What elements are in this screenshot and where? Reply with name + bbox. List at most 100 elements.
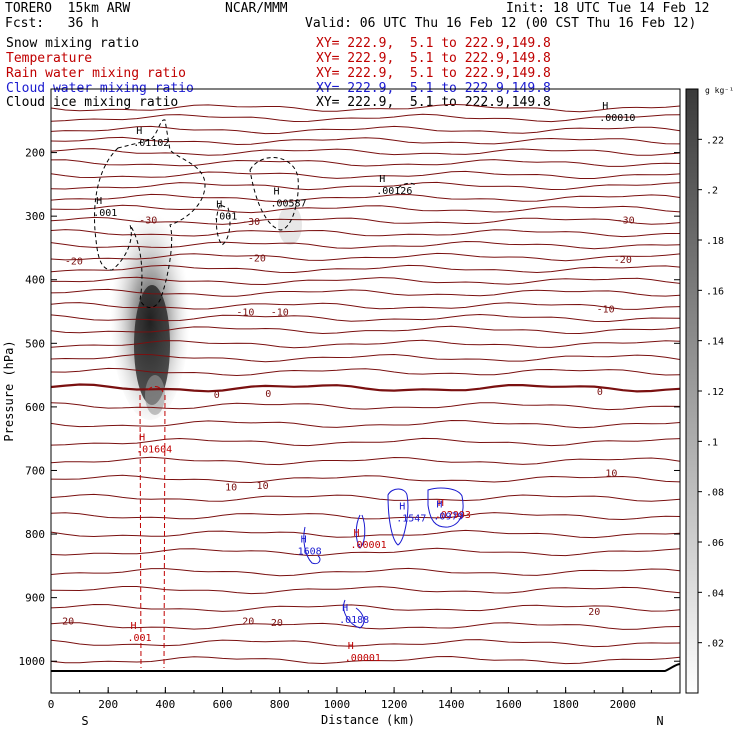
temperature-label: -30 xyxy=(617,215,635,226)
snow-core xyxy=(134,285,170,405)
isotherm xyxy=(51,325,680,335)
init-time: Init: 18 UTC Tue 14 Feb 12 xyxy=(506,1,710,16)
temperature-label: 10 xyxy=(257,481,269,492)
valid-time: Valid: 06 UTC Thu 16 Feb 12 (00 CST Thu … xyxy=(305,16,697,31)
model-title: TORERO 15km ARW xyxy=(5,1,131,16)
isotherm xyxy=(51,313,680,323)
maximum-marker: H xyxy=(136,126,142,137)
isotherm xyxy=(51,288,680,297)
colorbar-tick-label: .2 xyxy=(706,186,718,197)
isotherm xyxy=(51,655,680,665)
x-tick-label: 0 xyxy=(48,698,55,711)
cloud-contour-2 xyxy=(355,514,366,549)
y-tick-label: 300 xyxy=(25,210,45,223)
cloud-contour-5 xyxy=(343,599,365,629)
maximum-label: .02993 xyxy=(435,510,471,521)
temperature-label: -20 xyxy=(65,257,83,268)
isotherm xyxy=(51,419,680,429)
maximum-marker: H xyxy=(602,101,608,112)
xy-rain: XY= 222.9, 5.1 to 222.9,149.8 xyxy=(316,66,551,81)
ice-contour-4 xyxy=(397,182,417,189)
colorbar-tick-label: .16 xyxy=(706,286,724,297)
y-tick-label: 200 xyxy=(25,147,45,160)
colorbar-tick-label: .08 xyxy=(706,488,724,499)
x-tick-label: 1800 xyxy=(552,698,579,711)
maximum-label: .0188 xyxy=(339,615,369,626)
isotherm xyxy=(51,603,680,612)
ice-contour-main xyxy=(94,119,206,308)
isotherm xyxy=(51,547,680,557)
maximum-label: .1547 xyxy=(396,513,426,524)
maximum-label: .00001 xyxy=(345,653,381,664)
temperature-label: 20 xyxy=(62,617,74,628)
maximum-marker: H xyxy=(436,499,442,510)
cloud-contour-1 xyxy=(303,526,321,565)
y-tick-label: 800 xyxy=(25,528,45,541)
snow-shading xyxy=(110,200,302,420)
terrain-line xyxy=(51,663,681,672)
ice-contour-2 xyxy=(249,157,299,231)
maximum-marker: H xyxy=(216,199,222,210)
maximum-label: .001 xyxy=(127,633,151,644)
rain-contours xyxy=(139,386,166,669)
colorbar-tick-label: .12 xyxy=(706,387,724,398)
isotherm xyxy=(51,302,680,310)
maximum-label: .00001 xyxy=(351,540,387,551)
colorbar-tick-label: .18 xyxy=(706,236,724,247)
temperature-label: 0 xyxy=(597,387,603,398)
colorbar-tick-label: .06 xyxy=(706,538,724,549)
maximum-label: .00587 xyxy=(270,199,306,210)
maximum-label: 1608 xyxy=(298,546,322,557)
temperature-labels: -30 -30 -30 -20 -20 -20 -10 -10 -10 0 0 0 10 10 10 20 20… xyxy=(62,215,635,628)
x-axis: 0 200 400 600 800 1000 1200 1400 1600 1800 2000 xyxy=(48,687,681,711)
maximum-label: .00010 xyxy=(599,113,635,124)
field-cloud-ice: Cloud ice mixing ratio xyxy=(6,95,179,110)
maximum-label: .01102 xyxy=(133,138,169,149)
isotherm xyxy=(51,512,680,521)
xy-cloud-ice: XY= 222.9, 5.1 to 222.9,149.8 xyxy=(316,95,551,110)
maximum-label: .001 xyxy=(93,208,117,219)
y-tick-label: 700 xyxy=(25,464,45,477)
maximum-marker: H xyxy=(354,528,360,539)
isotherm xyxy=(51,125,680,135)
maximum-marker: H xyxy=(438,498,444,509)
maximum-marker: H xyxy=(348,641,354,652)
y-axis-label: Pressure (hPa) xyxy=(2,340,16,441)
isotherm xyxy=(51,456,680,466)
temperature-label: -30 xyxy=(139,215,157,226)
isotherm xyxy=(51,567,680,577)
isotherm-0 xyxy=(51,383,680,393)
y-tick-label: 600 xyxy=(25,401,45,414)
isotherm xyxy=(51,493,680,502)
x-tick-label: 1400 xyxy=(438,698,465,711)
x-tick-label: 1200 xyxy=(381,698,408,711)
temperature-label: -30 xyxy=(242,217,260,228)
maximum-label: .00126 xyxy=(376,186,412,197)
temperature-label: 0 xyxy=(214,390,220,401)
isotherm xyxy=(51,159,680,167)
maximum-marker: H xyxy=(139,433,145,444)
temperature-label: 0 xyxy=(265,389,271,400)
isotherm xyxy=(51,437,680,447)
y-tick-label: 400 xyxy=(25,274,45,287)
temperature-label: 20 xyxy=(242,617,254,628)
temperature-label: -10 xyxy=(271,308,289,319)
isotherm xyxy=(51,276,680,286)
isotherm xyxy=(51,170,680,179)
field-snow: Snow mixing ratio xyxy=(6,36,140,51)
x-tick-label: 600 xyxy=(213,698,233,711)
isotherm xyxy=(51,474,680,484)
maximum-label: .0979 xyxy=(433,511,463,522)
isotherm xyxy=(51,216,680,225)
maxima-labels: H.01102H.00587H.00126H.00010H.001H.001H.… xyxy=(93,101,635,664)
colorbar-tick-label: .1 xyxy=(706,437,718,448)
isotherm xyxy=(51,402,680,411)
temperature-label: -10 xyxy=(236,308,254,319)
isotherm xyxy=(51,204,680,214)
isotherm xyxy=(51,136,680,146)
temperature-isotherms xyxy=(51,103,680,665)
temperature-label: -10 xyxy=(597,304,615,315)
rain-contour-column xyxy=(139,394,166,669)
